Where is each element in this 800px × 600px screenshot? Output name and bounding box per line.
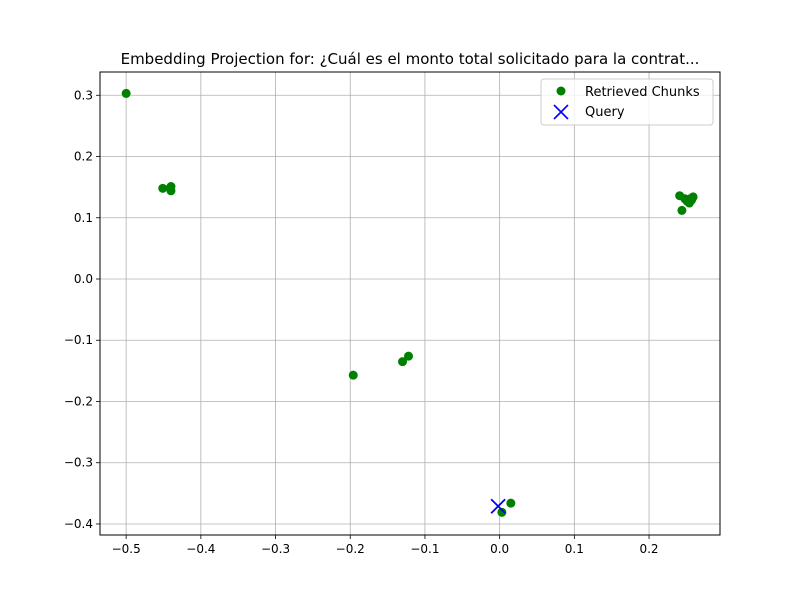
x-tick-label: −0.1 (410, 542, 439, 556)
x-tick-label: −0.5 (112, 542, 141, 556)
chart-title: Embedding Projection for: ¿Cuál es el mo… (121, 50, 700, 68)
plot-frame (99, 71, 721, 536)
legend-box (540, 78, 714, 126)
axis-ticks: −0.5 −0.4 −0.3 −0.2 −0.1 0.0 0.1 0.2 −0.4 −0.3 −0.… (64, 88, 659, 556)
x-tick-label: 0.0 (490, 542, 509, 556)
x-tick-label: −0.2 (336, 542, 365, 556)
legend: Retrieved Chunks Query (540, 78, 714, 126)
x-tick-label: 0.1 (565, 542, 584, 556)
grid (100, 72, 720, 535)
retrieved-chunk-point (404, 351, 414, 361)
legend-label-retrieved-chunks: Retrieved Chunks (585, 85, 700, 100)
y-tick-label: 0.2 (74, 150, 93, 164)
legend-marker-query (553, 104, 569, 120)
y-tick-label: −0.4 (64, 517, 93, 531)
y-tick-label: −0.2 (64, 394, 93, 408)
y-tick-label: 0.1 (74, 211, 93, 225)
y-tick-label: −0.1 (64, 333, 93, 347)
data-points (121, 88, 698, 517)
retrieved-chunk-point (166, 186, 176, 196)
retrieved-chunk-point (685, 194, 695, 204)
retrieved-chunk-point (677, 205, 687, 215)
legend-marker-retrieved-chunks (556, 86, 566, 96)
retrieved-chunk-point (398, 357, 408, 367)
retrieved-chunk-point (158, 183, 168, 193)
x-tick-label: 0.2 (639, 542, 658, 556)
y-tick-label: 0.0 (74, 272, 93, 286)
retrieved-chunk-point (506, 498, 516, 508)
x-tick-label: −0.3 (261, 542, 290, 556)
x-tick-label: −0.4 (186, 542, 215, 556)
y-tick-label: −0.3 (64, 456, 93, 470)
retrieved-chunk-point (497, 507, 507, 517)
y-tick-label: 0.3 (74, 88, 93, 102)
legend-label-query: Query (585, 105, 625, 120)
query-point (490, 498, 506, 514)
retrieved-chunk-point (348, 370, 358, 380)
retrieved-chunk-point (121, 88, 131, 98)
